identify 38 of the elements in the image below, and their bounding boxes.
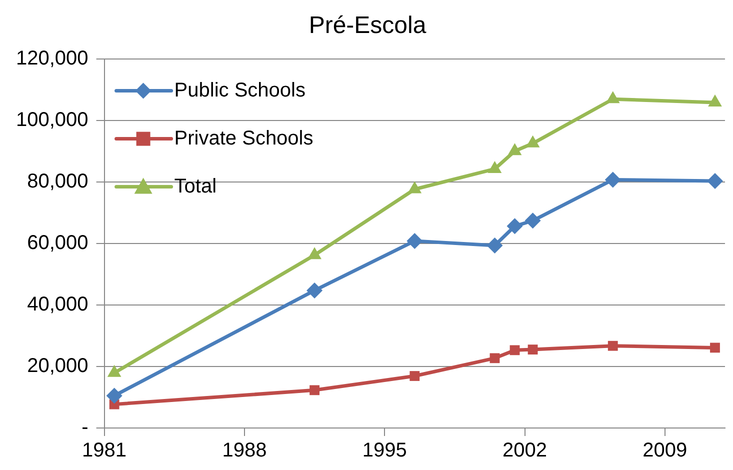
legend-label: Total xyxy=(174,175,217,198)
y-tick-label: 100,000 xyxy=(16,108,88,131)
point xyxy=(710,342,720,353)
point xyxy=(406,232,423,249)
y-tick-label: 120,000 xyxy=(16,47,88,70)
point xyxy=(306,282,323,298)
point xyxy=(308,247,322,260)
point xyxy=(490,353,500,364)
x-tick-label: 2009 xyxy=(642,440,688,462)
legend-label: Public Schools xyxy=(174,79,306,102)
y-tick-label: 60,000 xyxy=(27,232,88,254)
chart-title: Pré-Escola xyxy=(308,12,427,40)
point xyxy=(708,94,722,106)
y-tick-label: 80,000 xyxy=(27,170,88,192)
point xyxy=(528,344,538,354)
x-tick-label: 2002 xyxy=(502,440,548,462)
x-tick-label: 1995 xyxy=(362,440,407,462)
x-tick-label: 1988 xyxy=(222,440,267,462)
point xyxy=(408,181,422,194)
legend-label: Private Schools xyxy=(174,127,314,150)
point xyxy=(524,212,541,229)
point xyxy=(506,218,523,234)
point xyxy=(606,91,620,104)
point xyxy=(604,172,621,188)
point xyxy=(526,135,540,148)
point xyxy=(486,238,503,254)
y-tick-label: 20,000 xyxy=(27,354,88,377)
point xyxy=(706,172,723,189)
point xyxy=(510,345,520,356)
point xyxy=(608,340,618,351)
point xyxy=(106,388,122,404)
x-tick-label: 1981 xyxy=(82,440,127,462)
y-tick-label: 40,000 xyxy=(27,293,88,316)
point xyxy=(488,160,502,173)
y-tick-label: - xyxy=(82,416,88,439)
point xyxy=(410,371,420,381)
point xyxy=(310,385,320,396)
point xyxy=(508,143,522,156)
